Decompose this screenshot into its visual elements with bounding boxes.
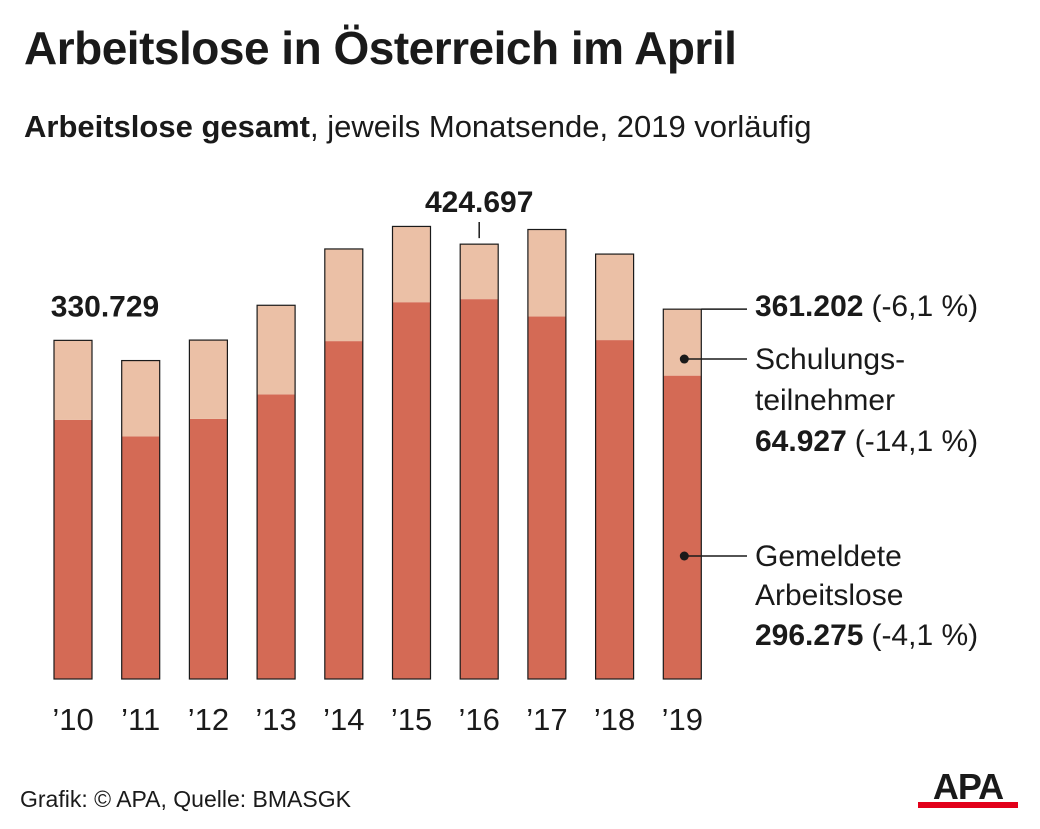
annotations-layer: 330.729 424.697 361.202 (-6,1 %) Schulung… [51, 186, 978, 652]
x-tick-label: ’10 [52, 702, 93, 737]
x-tick-labels: ’10 ’11 ’12 ’13 ’14 ’15 ’16 ’17 ’18 ’19 [52, 702, 703, 737]
schulung-change: (-14,1 %) [855, 425, 978, 458]
bar-gemeldete-arbeitslose [595, 340, 634, 679]
bar-gemeldete-arbeitslose [392, 302, 431, 679]
bar-schulungsteilnehmer [121, 360, 160, 437]
legend-schulung-line2: teilnehmer [755, 384, 895, 417]
bar-outline [53, 339, 93, 680]
gemeldet-change: (-4,1 %) [871, 619, 978, 652]
bar-outline [459, 243, 499, 680]
bar-group-7 [459, 243, 499, 680]
bar-group-2 [121, 359, 161, 680]
peak-total-label: 424.697 [425, 186, 533, 219]
bar-schulungsteilnehmer [663, 309, 702, 376]
x-tick-label: ’16 [459, 702, 500, 737]
bar-schulungsteilnehmer [189, 340, 228, 419]
bar-gemeldete-arbeitslose [257, 394, 296, 679]
x-tick-label: ’19 [662, 702, 703, 737]
bar-gemeldete-arbeitslose [54, 419, 92, 679]
logo-text: APA [933, 768, 1004, 807]
bar-schulungsteilnehmer [257, 305, 296, 395]
bar-group-8 [527, 228, 567, 680]
bar-outline [324, 248, 364, 680]
bar-gemeldete-arbeitslose [121, 436, 160, 679]
apa-logo: APA [918, 768, 1018, 808]
source-credit: Grafik: © APA, Quelle: BMASGK [20, 786, 351, 812]
schulung-value: 64.927 [755, 425, 847, 458]
schulung-value-label: 64.927 (-14,1 %) [755, 425, 978, 458]
chart-title: Arbeitslose in Österreich im April [24, 22, 737, 74]
x-tick-label: ’11 [121, 702, 160, 737]
bar-schulungsteilnehmer [392, 226, 431, 303]
first-total-label: 330.729 [51, 290, 159, 323]
bar-schulungsteilnehmer [527, 229, 566, 317]
subtitle-rest: , jeweils Monatsende, 2019 vorläufig [310, 109, 812, 144]
bar-outline [121, 359, 161, 680]
last-total-change: (-6,1 %) [871, 290, 978, 323]
bar-gemeldete-arbeitslose [460, 299, 499, 679]
last-total-value: 361.202 [755, 290, 863, 323]
bar-group-10 [662, 308, 702, 680]
legend-gemeldet-line1: Gemeldete [755, 540, 902, 573]
x-tick-label: ’12 [188, 702, 229, 737]
bar-gemeldete-arbeitslose [663, 375, 702, 679]
bar-gemeldete-arbeitslose [324, 341, 363, 679]
bar-outline [256, 304, 296, 680]
last-total-label: 361.202 (-6,1 %) [755, 290, 978, 323]
legend-gemeldet-line2: Arbeitslose [755, 579, 903, 612]
gemeldet-value-label: 296.275 (-4,1 %) [755, 619, 978, 652]
bar-schulungsteilnehmer [595, 254, 634, 341]
bar-group-5 [324, 248, 364, 680]
bar-schulungsteilnehmer [460, 244, 499, 300]
bar-gemeldete-arbeitslose [527, 316, 566, 679]
bar-gemeldete-arbeitslose [189, 418, 228, 679]
legend-schulung-line1: Schulungs- [755, 343, 905, 376]
x-tick-label: ’18 [594, 702, 635, 737]
x-tick-label: ’15 [391, 702, 432, 737]
gemeldet-value: 296.275 [755, 619, 863, 652]
bar-group-6 [391, 225, 432, 680]
bar-schulungsteilnehmer [324, 248, 363, 342]
x-tick-label: ’13 [255, 702, 296, 737]
bar-outline [662, 308, 702, 680]
chart-subtitle: Arbeitslose gesamt, jeweils Monatsende, … [24, 108, 811, 145]
subtitle-bold: Arbeitslose gesamt [24, 109, 310, 144]
bar-group-3 [188, 339, 228, 680]
bar-schulungsteilnehmer [54, 340, 92, 420]
bars-layer [53, 225, 702, 680]
bar-group-9 [594, 253, 635, 680]
logo-underline [918, 802, 1018, 808]
x-tick-label: ’17 [526, 702, 567, 737]
bar-group-4 [256, 304, 296, 680]
bar-outline [391, 225, 432, 680]
bar-outline [527, 228, 567, 680]
bar-outline [188, 339, 228, 680]
bar-outline [594, 253, 635, 680]
bar-group-1 [53, 339, 93, 680]
x-tick-label: ’14 [323, 702, 364, 737]
